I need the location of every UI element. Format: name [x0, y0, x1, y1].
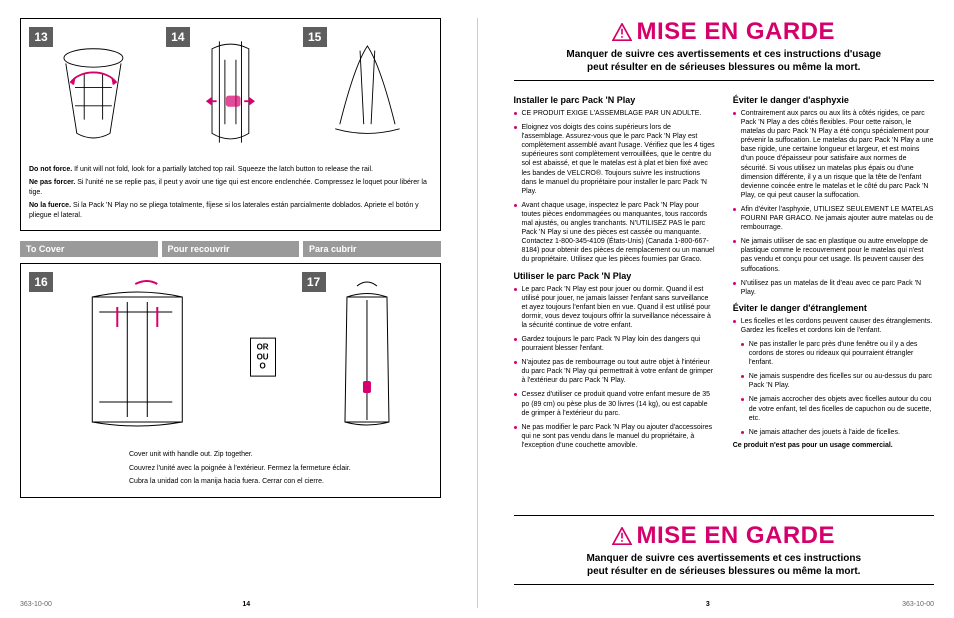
page-number: 3	[706, 601, 710, 608]
list-item: Ne jamais attacher des jouets à l'aide d…	[733, 428, 934, 437]
commercial-note: Ce produit n'est pas pour un usage comme…	[733, 442, 934, 449]
warning-icon	[612, 23, 632, 41]
figure-row-2: 16 OR OU	[29, 272, 432, 442]
column-right: Éviter le danger d'asphyxie Contrairemen…	[733, 89, 934, 505]
figure-number: 17	[302, 272, 326, 292]
page-number: 14	[242, 601, 250, 608]
figure-number: 16	[29, 272, 53, 292]
list-item: Eloignez vos doigts des coins supérieurs…	[514, 123, 715, 196]
list-item: Les ficelles et les cordons peuvent caus…	[733, 317, 934, 335]
figure-17: 17	[302, 272, 432, 442]
figure-number: 14	[166, 27, 190, 47]
figure-13: 13	[29, 27, 158, 157]
figure-box-cover: 16 OR OU	[20, 263, 441, 497]
figure-box-fold: 13 14	[20, 18, 441, 231]
list-item: Afin d'éviter l'asphyxie, UTILISEZ SEULE…	[733, 205, 934, 232]
list-item: N'utilisez pas un matelas de lit d'eau a…	[733, 279, 934, 297]
caption: Ne pas forcer. Si l'unité ne se replie p…	[29, 178, 432, 197]
list-asphyxia: Contrairement aux parcs ou aux lits à cô…	[733, 109, 934, 297]
caption: Cubra la unidad con la manija hacia fuer…	[129, 477, 432, 486]
figure-16: 16 OR OU	[29, 272, 246, 442]
caption: Couvrez l'unité avec la poignée à l'exté…	[129, 464, 432, 473]
list-strangulation: Les ficelles et les cordons peuvent caus…	[733, 317, 934, 437]
warning-icon	[612, 527, 632, 545]
list-item: Ne pas installer le parc près d'une fenê…	[733, 340, 934, 367]
figure-15: 15	[303, 27, 432, 157]
caption: No la fuerce. Si la Pack 'N Play no se p…	[29, 201, 432, 220]
warning-header-top: MISE EN GARDE Manquer de suivre ces aver…	[514, 18, 935, 81]
list-item: Ne jamais suspendre des ficelles sur ou …	[733, 372, 934, 390]
part-number: 363-10-00	[902, 601, 934, 608]
content-columns: Installer le parc Pack 'N Play CE PRODUI…	[514, 89, 935, 505]
caption: Do not force. If unit will not fold, loo…	[29, 165, 432, 174]
warning-subtitle: Manquer de suivre ces avertissements et …	[514, 48, 935, 74]
list-item: Le parc Pack 'N Play est pour jouer ou d…	[514, 285, 715, 330]
page-divider	[477, 18, 478, 608]
list-item: Contrairement aux parcs ou aux lits à cô…	[733, 109, 934, 200]
footer: 3 363-10-00	[514, 593, 935, 608]
heading-install: Installer le parc Pack 'N Play	[514, 95, 715, 105]
list-item: Avant chaque usage, inspectez le parc Pa…	[514, 201, 715, 265]
section-header-en: To Cover	[20, 241, 158, 257]
warning-subtitle: Manquer de suivre ces avertissements et …	[514, 552, 935, 578]
list-item: Ne jamais utiliser de sac en plastique o…	[733, 237, 934, 273]
page-left: 13 14	[20, 18, 447, 608]
list-use: Le parc Pack 'N Play est pour jouer ou d…	[514, 285, 715, 451]
heading-asphyxia: Éviter le danger d'asphyxie	[733, 95, 934, 105]
section-header-fr: Pour recouvrir	[162, 241, 300, 257]
list-item: Ne jamais accrocher des objets avec fice…	[733, 395, 934, 422]
warning-title: MISE EN GARDE	[514, 18, 935, 46]
list-item: Gardez toujours le parc Pack 'N Play loi…	[514, 335, 715, 353]
figure-row-1: 13 14	[29, 27, 432, 157]
list-item: Ne pas modifier le parc Pack 'N Play ou …	[514, 423, 715, 450]
figure-14: 14	[166, 27, 295, 157]
warning-header-bottom: MISE EN GARDE Manquer de suivre ces aver…	[514, 515, 935, 585]
warning-title: MISE EN GARDE	[514, 522, 935, 550]
list-item: Cessez d'utiliser ce produit quand votre…	[514, 390, 715, 417]
or-box: OR OU O	[250, 338, 276, 377]
figure-number: 15	[303, 27, 327, 47]
column-left: Installer le parc Pack 'N Play CE PRODUI…	[514, 89, 715, 505]
section-header-es: Para cubrir	[303, 241, 441, 257]
heading-use: Utiliser le parc Pack 'N Play	[514, 271, 715, 281]
list-install: CE PRODUIT EXIGE L'ASSEMBLAGE PAR UN ADU…	[514, 109, 715, 265]
list-item: N'ajoutez pas de rembourrage ou tout aut…	[514, 358, 715, 385]
figure-number: 13	[29, 27, 53, 47]
part-number: 363-10-00	[20, 601, 52, 608]
footer: 363-10-00 14	[20, 593, 441, 608]
section-row: To Cover Pour recouvrir Para cubrir	[20, 241, 441, 257]
page-right: MISE EN GARDE Manquer de suivre ces aver…	[508, 18, 935, 608]
caption: Cover unit with handle out. Zip together…	[129, 450, 432, 459]
list-item: CE PRODUIT EXIGE L'ASSEMBLAGE PAR UN ADU…	[514, 109, 715, 118]
heading-strangulation: Éviter le danger d'étranglement	[733, 303, 934, 313]
